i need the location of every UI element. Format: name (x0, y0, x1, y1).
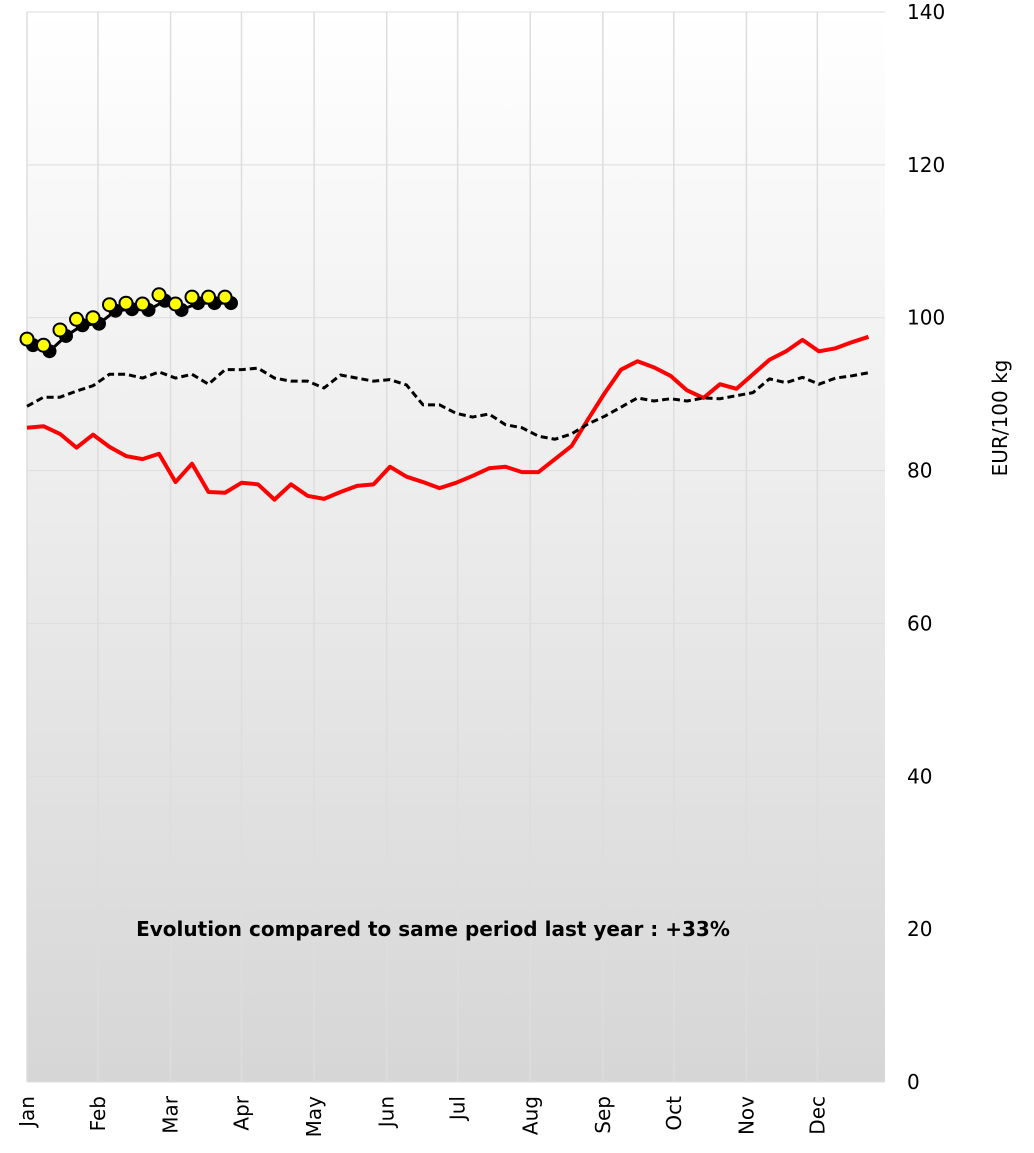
x-tick-label: Sep (591, 1096, 615, 1134)
marker (69, 311, 84, 327)
x-tick-label: May (302, 1096, 326, 1138)
x-tick-label: Dec (805, 1096, 829, 1135)
x-tick-label: Feb (86, 1096, 110, 1131)
y-tick-label: 80 (907, 459, 932, 483)
y-tick-label: 0 (907, 1070, 920, 1094)
line (26, 334, 870, 502)
marker (151, 287, 167, 303)
x-tick-label: Jul (446, 1096, 470, 1122)
y-axis-label: EUR/100 kg (988, 360, 1012, 477)
y-tick-label: 120 (907, 153, 945, 177)
x-tick-label: Mar (159, 1095, 183, 1134)
marker (201, 289, 216, 305)
y-tick-label: 20 (907, 917, 932, 941)
line (26, 366, 869, 441)
marker (19, 331, 35, 347)
marker (102, 297, 117, 313)
x-tick-label: Jan (15, 1096, 39, 1129)
marker (118, 295, 134, 311)
x-tick-label: Oct (662, 1096, 686, 1131)
x-tick-label: Nov (734, 1096, 758, 1135)
x-tick-label: Apr (230, 1095, 254, 1130)
annotation: Evolution compared to same period last y… (136, 917, 730, 941)
y-tick-label: 40 (907, 764, 932, 788)
marker (52, 322, 68, 338)
y-tick-label: 100 (907, 306, 945, 330)
x-tick-label: Jun (375, 1096, 399, 1129)
x-tick-label: Aug (518, 1096, 542, 1135)
marker (36, 337, 51, 353)
marker (217, 289, 233, 305)
marker (85, 310, 101, 326)
marker (184, 289, 200, 305)
marker (135, 296, 150, 312)
marker (168, 296, 183, 312)
y-tick-label: 60 (907, 611, 932, 635)
y-tick-label: 140 (907, 0, 945, 24)
